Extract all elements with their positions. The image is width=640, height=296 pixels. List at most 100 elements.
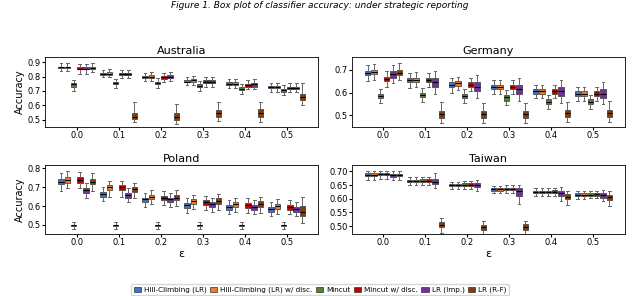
PathPatch shape	[216, 199, 221, 204]
PathPatch shape	[575, 91, 580, 96]
PathPatch shape	[132, 187, 137, 192]
Title: Australia: Australia	[157, 46, 207, 57]
PathPatch shape	[119, 185, 125, 190]
PathPatch shape	[522, 111, 528, 118]
PathPatch shape	[209, 80, 215, 83]
PathPatch shape	[209, 202, 215, 207]
PathPatch shape	[106, 185, 112, 190]
PathPatch shape	[232, 202, 238, 207]
PathPatch shape	[420, 93, 425, 97]
PathPatch shape	[384, 173, 389, 175]
PathPatch shape	[142, 76, 148, 78]
PathPatch shape	[245, 203, 251, 208]
PathPatch shape	[516, 188, 522, 196]
PathPatch shape	[468, 184, 474, 186]
PathPatch shape	[407, 180, 412, 182]
Y-axis label: Accuracy: Accuracy	[15, 70, 25, 114]
Legend: Hill-Climbing (LR), Hill-Climbing (LR) w/ disc., Mincut, Mincut w/ disc., LR (Im: Hill-Climbing (LR), Hill-Climbing (LR) w…	[131, 284, 509, 295]
PathPatch shape	[481, 111, 486, 118]
PathPatch shape	[113, 82, 118, 84]
PathPatch shape	[125, 73, 131, 75]
PathPatch shape	[491, 85, 497, 89]
PathPatch shape	[510, 188, 515, 190]
PathPatch shape	[239, 87, 244, 90]
PathPatch shape	[522, 224, 528, 230]
PathPatch shape	[510, 85, 515, 89]
PathPatch shape	[438, 111, 444, 118]
PathPatch shape	[142, 197, 148, 202]
Y-axis label: Accuracy: Accuracy	[15, 177, 25, 222]
PathPatch shape	[455, 184, 461, 186]
PathPatch shape	[365, 173, 371, 176]
PathPatch shape	[58, 67, 63, 68]
PathPatch shape	[83, 67, 89, 69]
PathPatch shape	[106, 72, 112, 75]
PathPatch shape	[148, 195, 154, 200]
PathPatch shape	[420, 179, 425, 182]
PathPatch shape	[184, 80, 189, 82]
PathPatch shape	[546, 191, 551, 193]
PathPatch shape	[71, 225, 76, 226]
PathPatch shape	[258, 109, 263, 118]
PathPatch shape	[100, 73, 106, 75]
PathPatch shape	[546, 99, 551, 104]
PathPatch shape	[438, 222, 444, 227]
PathPatch shape	[564, 110, 570, 117]
PathPatch shape	[607, 195, 612, 200]
PathPatch shape	[540, 89, 545, 94]
PathPatch shape	[468, 82, 474, 87]
PathPatch shape	[90, 67, 95, 69]
PathPatch shape	[148, 75, 154, 78]
PathPatch shape	[65, 177, 70, 183]
PathPatch shape	[384, 77, 389, 81]
PathPatch shape	[268, 207, 274, 212]
PathPatch shape	[371, 70, 377, 74]
PathPatch shape	[275, 86, 280, 88]
PathPatch shape	[600, 193, 605, 198]
PathPatch shape	[426, 179, 431, 182]
PathPatch shape	[497, 188, 503, 191]
Text: Figure 1. Box plot of classifier accuracy: under strategic reporting: Figure 1. Box plot of classifier accurac…	[172, 1, 468, 10]
PathPatch shape	[588, 193, 593, 196]
PathPatch shape	[607, 110, 612, 117]
PathPatch shape	[293, 207, 299, 212]
PathPatch shape	[71, 83, 76, 87]
PathPatch shape	[594, 91, 600, 96]
PathPatch shape	[173, 113, 179, 120]
PathPatch shape	[161, 196, 166, 200]
PathPatch shape	[258, 201, 263, 207]
PathPatch shape	[365, 71, 371, 75]
PathPatch shape	[533, 89, 538, 94]
PathPatch shape	[268, 86, 274, 88]
Title: Taiwan: Taiwan	[470, 154, 508, 164]
PathPatch shape	[203, 80, 209, 83]
PathPatch shape	[216, 110, 221, 117]
PathPatch shape	[390, 71, 396, 78]
PathPatch shape	[155, 225, 160, 226]
PathPatch shape	[533, 191, 538, 193]
PathPatch shape	[455, 81, 461, 86]
PathPatch shape	[77, 177, 83, 183]
PathPatch shape	[125, 193, 131, 197]
PathPatch shape	[558, 87, 564, 96]
PathPatch shape	[474, 82, 479, 91]
PathPatch shape	[397, 174, 402, 176]
PathPatch shape	[497, 85, 503, 89]
PathPatch shape	[90, 179, 95, 184]
PathPatch shape	[504, 188, 509, 190]
PathPatch shape	[575, 193, 580, 196]
X-axis label: ε: ε	[179, 249, 185, 259]
PathPatch shape	[432, 179, 438, 184]
PathPatch shape	[449, 184, 454, 186]
PathPatch shape	[252, 83, 257, 87]
PathPatch shape	[504, 95, 509, 101]
PathPatch shape	[407, 78, 412, 82]
PathPatch shape	[252, 205, 257, 210]
PathPatch shape	[65, 67, 70, 68]
PathPatch shape	[461, 184, 467, 186]
PathPatch shape	[449, 82, 454, 87]
PathPatch shape	[371, 173, 377, 176]
PathPatch shape	[461, 94, 467, 98]
PathPatch shape	[226, 82, 232, 85]
PathPatch shape	[281, 89, 286, 92]
